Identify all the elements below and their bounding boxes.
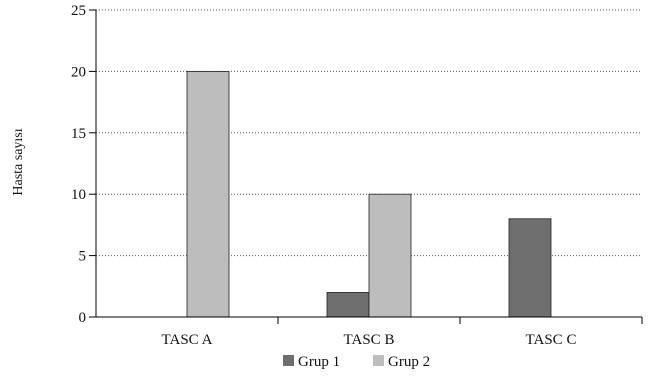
legend-label: Grup 2 bbox=[388, 354, 430, 370]
bar bbox=[508, 218, 552, 318]
bar bbox=[326, 292, 370, 318]
y-tick-label: 10 bbox=[71, 187, 86, 203]
y-tick-label: 0 bbox=[79, 310, 87, 326]
x-tick-label: TASC C bbox=[526, 332, 577, 348]
x-tick-label: TASC A bbox=[162, 332, 213, 348]
legend-swatch bbox=[373, 355, 384, 366]
y-tick-label: 5 bbox=[79, 249, 87, 265]
x-ticks: TASC A TASC B TASC C bbox=[162, 317, 643, 348]
y-tick-label: 15 bbox=[71, 126, 86, 142]
y-tick-label: 20 bbox=[71, 64, 86, 80]
legend-label: Grup 1 bbox=[298, 354, 340, 370]
y-axis-label: Hasta sayısı bbox=[11, 128, 26, 195]
legend-swatch bbox=[283, 355, 294, 366]
bar bbox=[186, 71, 230, 318]
y-tick-label: 25 bbox=[71, 3, 86, 19]
axes bbox=[95, 10, 642, 318]
y-ticks: 0 5 10 15 20 25 bbox=[71, 3, 96, 326]
bar bbox=[368, 193, 412, 318]
legend: Grup 1 Grup 2 bbox=[283, 354, 430, 370]
x-tick-label: TASC B bbox=[344, 332, 395, 348]
bars bbox=[186, 71, 552, 318]
